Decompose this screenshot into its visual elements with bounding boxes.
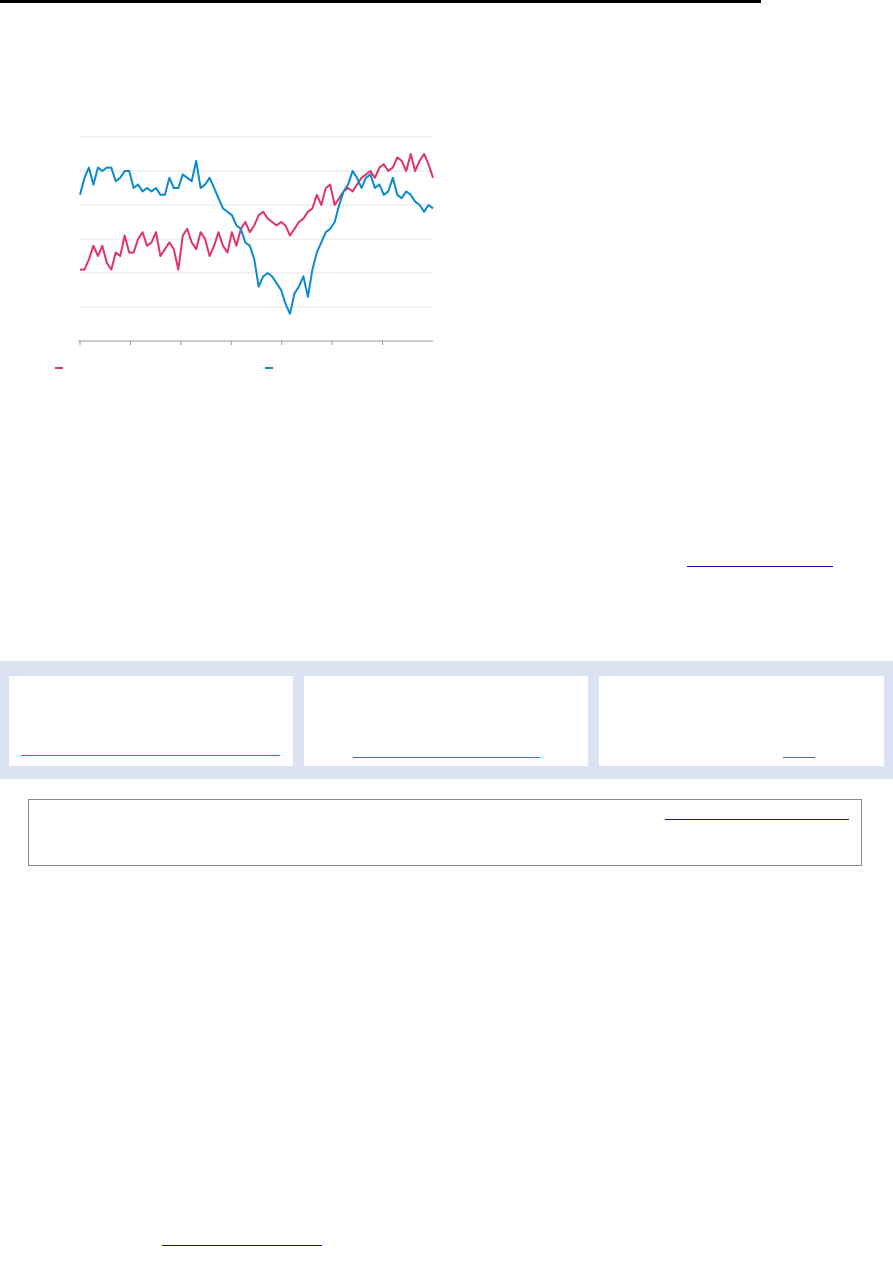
card-band	[0, 661, 893, 779]
card-2[interactable]	[304, 676, 588, 766]
card-2-link[interactable]	[353, 757, 540, 758]
card-1[interactable]	[9, 676, 293, 766]
series-line-a	[80, 153, 434, 271]
card-3[interactable]	[599, 676, 884, 766]
card-3-link[interactable]	[783, 757, 815, 758]
notice-box	[28, 799, 862, 866]
card-1-link[interactable]	[21, 755, 280, 756]
legend-swatch-series-b	[265, 367, 273, 369]
notice-link[interactable]	[665, 819, 849, 820]
chart-x-axis	[78, 340, 433, 345]
series-line-b	[79, 159, 434, 315]
line-chart	[78, 136, 434, 345]
legend-swatch-series-a	[55, 367, 63, 369]
top-rule	[0, 0, 761, 3]
chart-series-layer	[79, 153, 434, 315]
inline-link-1[interactable]	[687, 566, 833, 567]
footer-link[interactable]	[162, 1245, 322, 1246]
